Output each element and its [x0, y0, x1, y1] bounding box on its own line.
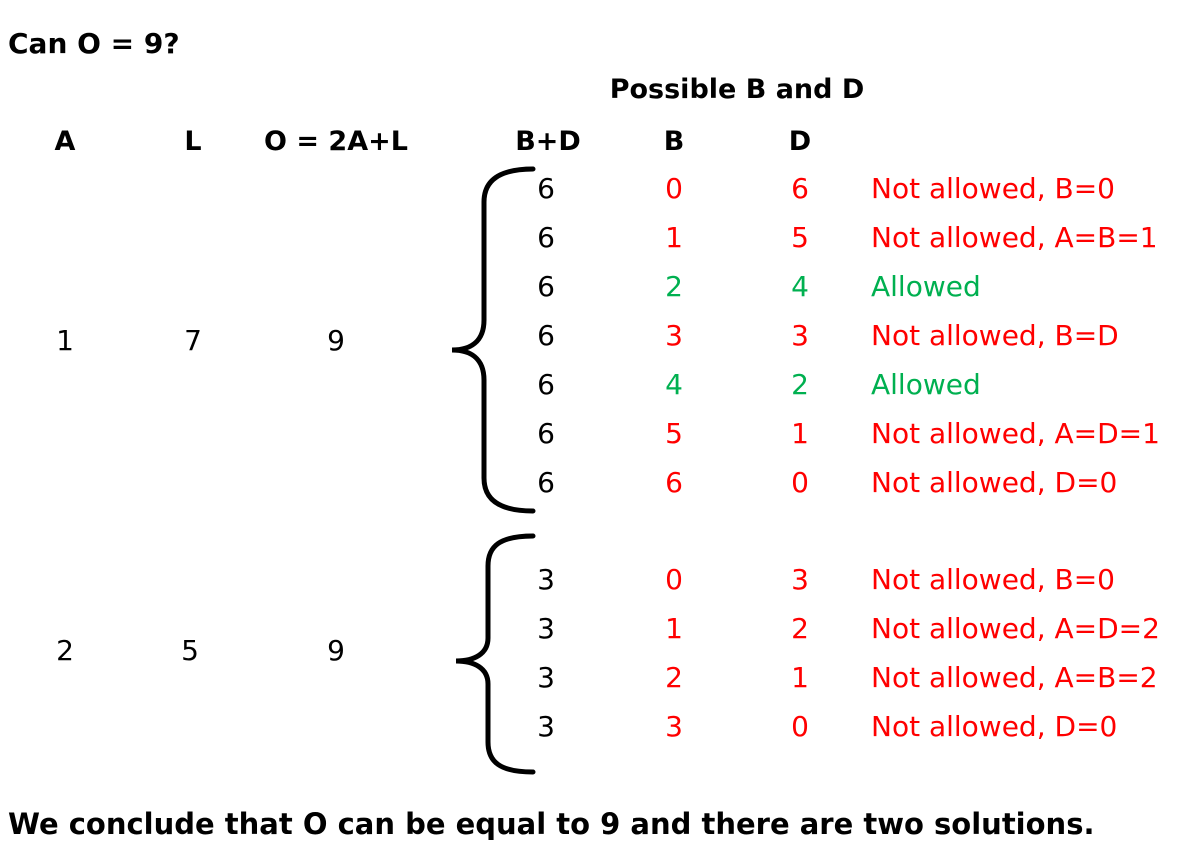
bd-value: 6 — [537, 172, 555, 205]
column-header-d: D — [788, 126, 812, 157]
d-value: 2 — [791, 612, 809, 645]
row-note: Not allowed, A=B=2 — [871, 661, 1158, 694]
b-value: 1 — [665, 221, 683, 254]
bd-value: 6 — [537, 368, 555, 401]
b-value: 3 — [665, 710, 683, 743]
d-value: 1 — [791, 661, 809, 694]
bd-value: 6 — [537, 319, 555, 352]
bd-value: 6 — [537, 466, 555, 499]
bd-value: 6 — [537, 221, 555, 254]
bd-value: 3 — [537, 710, 555, 743]
column-header-a: A — [54, 126, 76, 157]
row-note: Not allowed, A=D=1 — [871, 417, 1160, 450]
d-value: 1 — [791, 417, 809, 450]
curly-brace-group-2 — [455, 533, 536, 775]
bd-value: 3 — [537, 563, 555, 596]
d-value: 3 — [791, 319, 809, 352]
row-note: Not allowed, B=0 — [871, 172, 1115, 205]
b-value: 1 — [665, 612, 683, 645]
b-value: 4 — [665, 368, 683, 401]
bd-value: 3 — [537, 661, 555, 694]
column-header-l: L — [184, 126, 202, 157]
row-note: Not allowed, A=D=2 — [871, 612, 1160, 645]
group-2-o-value: 9 — [327, 634, 345, 667]
curly-brace-group-1 — [451, 166, 536, 514]
d-value: 5 — [791, 221, 809, 254]
d-value: 3 — [791, 563, 809, 596]
b-value: 2 — [665, 661, 683, 694]
row-note: Allowed — [871, 368, 981, 401]
bd-value: 3 — [537, 612, 555, 645]
bd-value: 6 — [537, 417, 555, 450]
bd-value: 6 — [537, 270, 555, 303]
b-value: 3 — [665, 319, 683, 352]
group-2-a-value: 2 — [56, 634, 74, 667]
row-note: Not allowed, D=0 — [871, 466, 1118, 499]
d-value: 0 — [791, 710, 809, 743]
b-value: 0 — [665, 563, 683, 596]
group-1-a-value: 1 — [56, 324, 74, 357]
b-value: 6 — [665, 466, 683, 499]
group-1-l-value: 7 — [184, 324, 202, 357]
row-note: Not allowed, D=0 — [871, 710, 1118, 743]
column-header-b: B — [663, 126, 685, 157]
d-value: 2 — [791, 368, 809, 401]
possible-bd-heading: Possible B and D — [609, 74, 865, 105]
row-note: Not allowed, A=B=1 — [871, 221, 1158, 254]
column-header-bd: B+D — [515, 126, 581, 157]
d-value: 0 — [791, 466, 809, 499]
b-value: 5 — [665, 417, 683, 450]
row-note: Not allowed, B=D — [871, 319, 1119, 352]
d-value: 6 — [791, 172, 809, 205]
row-note: Not allowed, B=0 — [871, 563, 1115, 596]
conclusion-text: We conclude that O can be equal to 9 and… — [8, 807, 1095, 841]
d-value: 4 — [791, 270, 809, 303]
group-1-o-value: 9 — [327, 324, 345, 357]
group-2-l-value: 5 — [181, 634, 199, 667]
b-value: 0 — [665, 172, 683, 205]
page-title: Can O = 9? — [8, 27, 180, 60]
column-header-o: O = 2A+L — [264, 126, 408, 157]
b-value: 2 — [665, 270, 683, 303]
row-note: Allowed — [871, 270, 981, 303]
